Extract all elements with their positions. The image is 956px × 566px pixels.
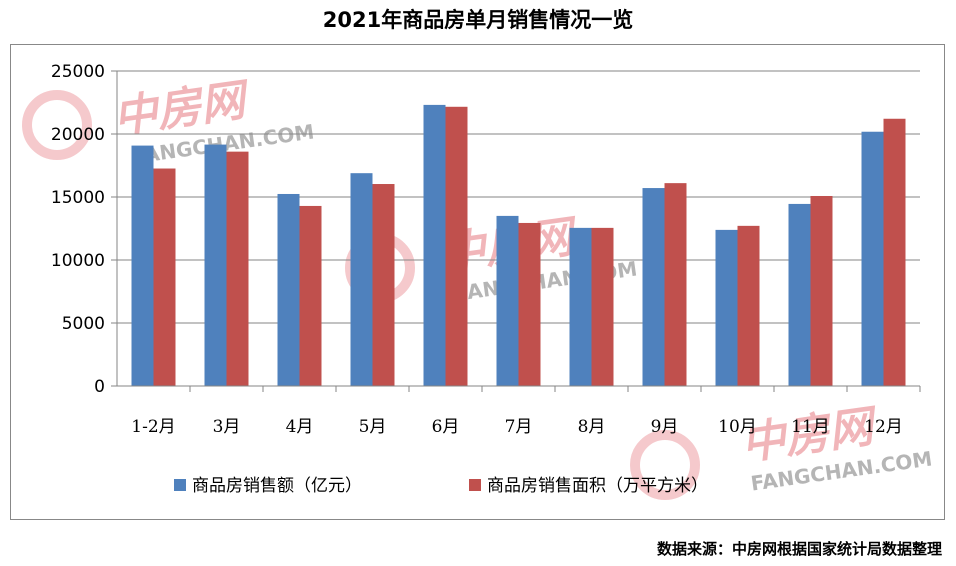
x-tick-label: 3月 [213, 417, 241, 437]
bar-sales-amount [496, 215, 519, 386]
x-tick-label: 6月 [432, 417, 460, 437]
bar-sales-area [153, 168, 176, 386]
bar-sales-area [810, 195, 833, 386]
bar-sales-amount [204, 144, 227, 386]
chart-title: 2021年商品房单月销售情况一览 [322, 8, 634, 32]
bar-sales-amount [423, 104, 446, 387]
y-tick-label: 10000 [51, 251, 105, 271]
x-tick-label: 12月 [864, 417, 903, 437]
bar-sales-amount [131, 145, 154, 386]
legend-swatch [174, 479, 186, 491]
bar-sales-area [883, 118, 906, 386]
chart-frame [10, 44, 945, 520]
x-tick-label: 1-2月 [131, 417, 175, 437]
legend-swatch [469, 479, 481, 491]
legend-label: 商品房销售面积（万平方米） [487, 476, 708, 496]
bar-sales-area [518, 222, 541, 386]
bar-sales-amount [277, 193, 300, 386]
y-tick-label: 20000 [51, 125, 105, 145]
x-tick-label: 9月 [651, 417, 679, 437]
y-tick-label: 0 [94, 377, 105, 397]
bar-sales-area [664, 183, 687, 386]
legend-label: 商品房销售额（亿元） [192, 476, 362, 496]
x-tick-label: 7月 [505, 417, 533, 437]
y-tick-label: 25000 [51, 62, 105, 82]
bar-sales-area [737, 225, 760, 386]
x-tick-label: 5月 [359, 417, 387, 437]
bar-sales-amount [350, 173, 373, 386]
bar-sales-area [445, 106, 468, 386]
bar-sales-area [591, 227, 614, 386]
bar-sales-amount [715, 229, 738, 386]
source-note: 数据来源：中房网根据国家统计局数据整理 [656, 540, 942, 558]
bar-sales-area [299, 205, 322, 386]
bar-sales-amount [788, 203, 811, 386]
x-tick-label: 4月 [286, 417, 314, 437]
x-tick-label: 8月 [578, 417, 606, 437]
bar-sales-amount [569, 227, 592, 386]
bar-sales-amount [642, 188, 665, 386]
x-tick-label: 10月 [718, 417, 757, 437]
bar-sales-amount [861, 131, 884, 386]
y-tick-label: 15000 [51, 188, 105, 208]
bar-sales-area [226, 151, 249, 386]
bar-sales-area [372, 184, 395, 386]
y-tick-label: 5000 [62, 314, 105, 334]
x-tick-label: 11月 [791, 417, 830, 437]
